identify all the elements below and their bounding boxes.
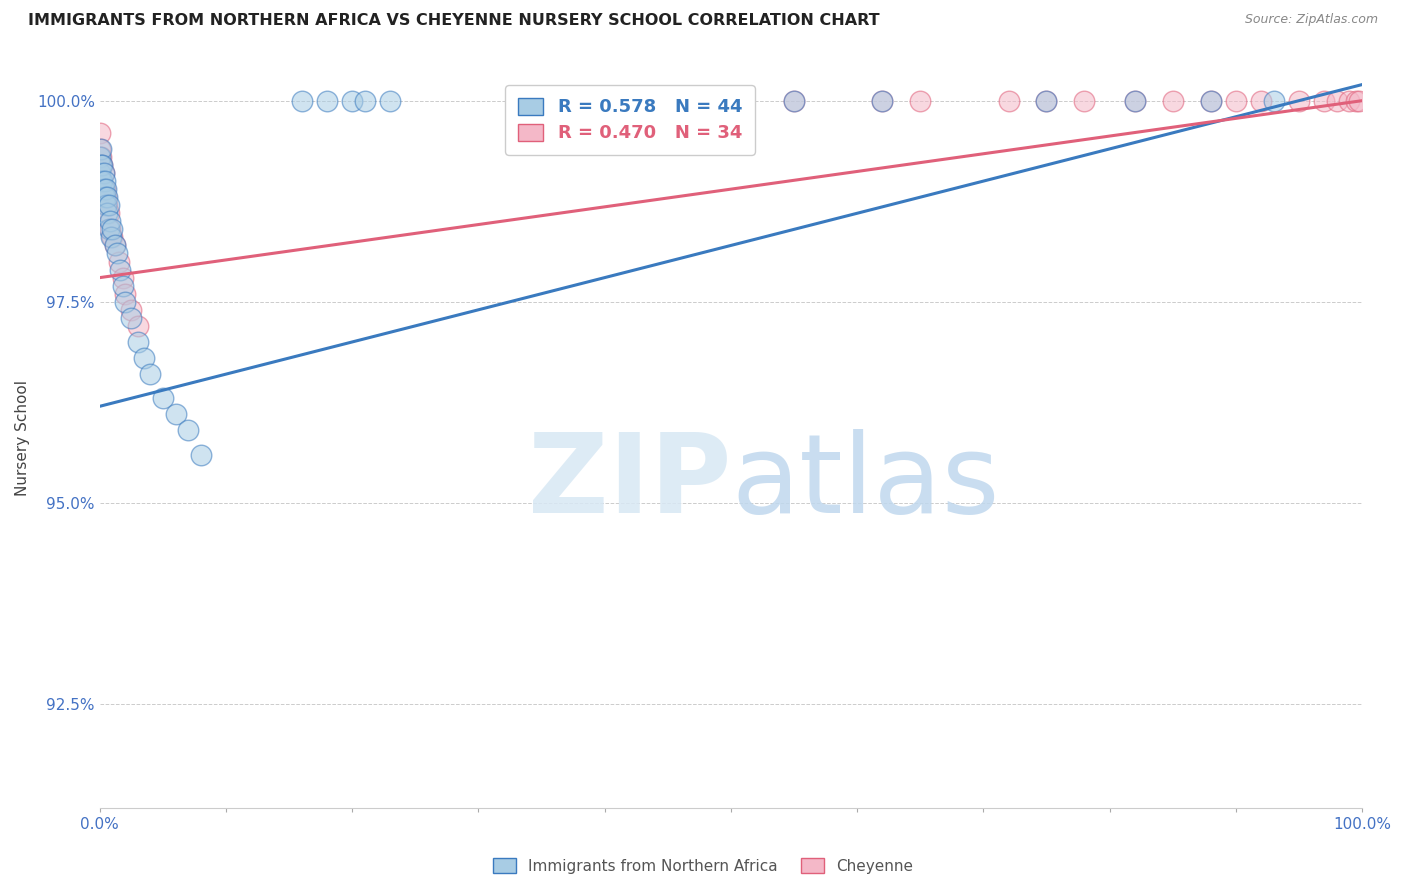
Text: ZIP: ZIP [527, 429, 731, 536]
Point [97, 198, 120, 212]
Point [107, 246, 129, 260]
Point [127, 334, 149, 349]
Point [94, 182, 117, 196]
Point [96, 190, 118, 204]
Point [872, 94, 894, 108]
Legend: R = 0.578   N = 44, R = 0.470   N = 34: R = 0.578 N = 44, R = 0.470 N = 34 [505, 85, 755, 155]
Point [100, 230, 122, 244]
Point [91, 174, 114, 188]
Point [114, 286, 136, 301]
Point [127, 318, 149, 333]
Point [120, 302, 142, 317]
Point [1199, 94, 1222, 108]
Point [107, 254, 129, 268]
Point [89, 150, 111, 164]
Point [132, 351, 155, 365]
Point [997, 94, 1019, 108]
Point [96, 198, 118, 212]
Point [94, 174, 117, 188]
Point [152, 391, 174, 405]
Point [1073, 94, 1095, 108]
Point [94, 190, 117, 204]
Point [1123, 94, 1146, 108]
Point [1288, 94, 1310, 108]
Point [1035, 94, 1057, 108]
Point [93, 166, 115, 180]
Point [91, 158, 114, 172]
Point [89, 142, 111, 156]
Point [114, 294, 136, 309]
Point [98, 214, 121, 228]
Point [111, 270, 134, 285]
Point [139, 367, 162, 381]
Point [90, 142, 112, 156]
Point [1313, 94, 1336, 108]
Point [342, 94, 364, 108]
Point [1250, 94, 1272, 108]
Point [93, 166, 115, 180]
Point [910, 94, 932, 108]
Point [101, 222, 124, 236]
Point [177, 424, 200, 438]
Point [94, 198, 117, 212]
Point [378, 94, 401, 108]
Point [108, 262, 131, 277]
Point [1348, 94, 1371, 108]
Point [1344, 94, 1367, 108]
Point [104, 238, 127, 252]
Text: IMMIGRANTS FROM NORTHERN AFRICA VS CHEYENNE NURSERY SCHOOL CORRELATION CHART: IMMIGRANTS FROM NORTHERN AFRICA VS CHEYE… [28, 13, 880, 29]
Point [97, 222, 120, 236]
Point [98, 222, 121, 236]
Point [783, 94, 806, 108]
Point [90, 150, 112, 164]
Point [94, 182, 117, 196]
Point [783, 94, 806, 108]
Text: Source: ZipAtlas.com: Source: ZipAtlas.com [1244, 13, 1378, 27]
Point [1263, 94, 1285, 108]
Point [93, 182, 115, 196]
Point [1326, 94, 1348, 108]
Point [1123, 94, 1146, 108]
Point [316, 94, 339, 108]
Point [111, 278, 134, 293]
Point [1035, 94, 1057, 108]
Point [89, 126, 111, 140]
Point [90, 158, 112, 172]
Point [97, 206, 120, 220]
Y-axis label: Nursery School: Nursery School [15, 381, 30, 497]
Point [89, 166, 111, 180]
Point [1161, 94, 1184, 108]
Point [291, 94, 314, 108]
Text: atlas: atlas [731, 429, 1000, 536]
Point [120, 310, 142, 325]
Point [165, 407, 187, 421]
Point [872, 94, 894, 108]
Legend: Immigrants from Northern Africa, Cheyenne: Immigrants from Northern Africa, Cheyenn… [486, 852, 920, 880]
Point [94, 190, 117, 204]
Point [1225, 94, 1247, 108]
Point [96, 206, 118, 220]
Point [1339, 94, 1361, 108]
Point [190, 448, 212, 462]
Point [101, 230, 124, 244]
Point [91, 158, 114, 172]
Point [90, 174, 112, 188]
Point [354, 94, 377, 108]
Point [1199, 94, 1222, 108]
Point [104, 238, 127, 252]
